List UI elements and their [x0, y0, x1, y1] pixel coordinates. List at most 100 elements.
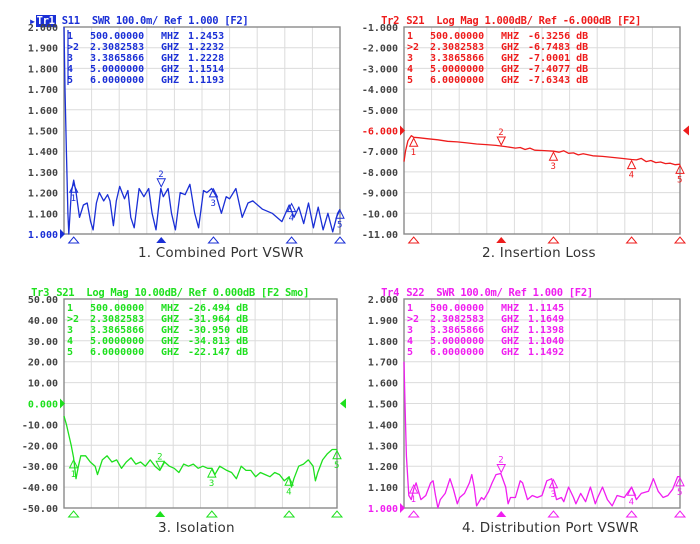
trace-settings: S21 Log Mag 10.00dB/ Ref 0.000dB [F2 Smo…	[50, 287, 310, 299]
marker-unit: GHZ	[161, 75, 179, 86]
chart-caption: 4. Distribution Port VSWR	[462, 520, 639, 536]
marker-id: 3	[67, 53, 73, 64]
y-tick-label: 1.700	[28, 85, 58, 96]
y-tick-label: -30.00	[22, 462, 58, 473]
y-tick-label: 1.000	[368, 504, 398, 515]
marker-unit: GHZ	[501, 64, 519, 75]
marker-point	[332, 449, 342, 460]
stimulus-marker-icon	[285, 236, 298, 244]
stimulus-marker-icon	[625, 510, 638, 518]
grid	[64, 299, 337, 508]
grid	[404, 27, 680, 234]
y-tick-label: -11.00	[362, 230, 398, 241]
marker-id: 1	[67, 31, 73, 42]
marker-frequency: 2.3082583	[430, 314, 484, 325]
marker-value: 1.1040	[528, 336, 564, 347]
stimulus-marker-icon	[333, 236, 347, 244]
marker-frequency: 6.0000000	[90, 75, 144, 86]
marker-unit: GHZ	[161, 64, 179, 75]
plot-svg: -1.000 -2.000 -3.000 -4.000 -5.000 -6.000 -7.0…	[362, 23, 689, 244]
y-tick-label: -20.00	[22, 441, 58, 452]
marker-unit: GHZ	[161, 336, 179, 347]
marker-unit: GHZ	[501, 347, 519, 358]
y-tick-label: 50.00	[28, 295, 58, 306]
stimulus-marker-active-icon	[155, 511, 166, 517]
trace-label[interactable]: Tr4	[381, 287, 400, 299]
y-tick-label: 1.900	[28, 44, 58, 55]
trace-line	[63, 415, 337, 488]
marker-unit: GHZ	[161, 314, 179, 325]
trace-header: Tr2 S21 Log Mag 1.000dB/ Ref -6.000dB [F…	[356, 3, 641, 39]
y-tick-label: -6.000	[362, 127, 398, 138]
marker-value: 1.1145	[528, 303, 564, 314]
marker-label: 2	[498, 128, 503, 138]
marker-frequency: 3.3865866	[90, 53, 144, 64]
y-tick-label: 2.000	[28, 23, 58, 34]
marker-frequency: 3.3865866	[90, 325, 144, 336]
chart-panel-insertion-loss: Tr2 S21 Log Mag 1.000dB/ Ref -6.000dB [F…	[350, 0, 700, 272]
stimulus-marker-icon	[205, 510, 218, 518]
marker-point	[496, 464, 507, 474]
marker-label: 5	[337, 220, 342, 230]
marker-point	[208, 187, 219, 198]
marker-unit: GHZ	[161, 347, 179, 358]
marker-label: 1	[71, 194, 76, 204]
marker-label: 4	[286, 487, 291, 497]
marker-point	[408, 483, 419, 494]
marker-unit: GHZ	[161, 42, 179, 53]
marker-frequency: 6.0000000	[430, 347, 484, 358]
stimulus-marker-active-icon	[496, 511, 507, 517]
grid	[64, 27, 340, 234]
marker-frequency: 3.3865866	[430, 53, 484, 64]
marker-frequency: 500.00000	[90, 31, 144, 42]
marker-frequency: 6.0000000	[90, 347, 144, 358]
y-tick-label: -2.000	[362, 44, 398, 55]
chart-caption: 1. Combined Port VSWR	[138, 245, 304, 261]
stimulus-marker-active-icon	[496, 237, 507, 243]
marker-unit: MHZ	[501, 31, 519, 42]
marker-value: 1.1514	[188, 64, 224, 75]
marker-value: -31.964 dB	[188, 314, 248, 325]
trace-label[interactable]: Tr3	[31, 287, 50, 299]
marker-unit: GHZ	[501, 336, 519, 347]
marker-point	[68, 458, 79, 469]
y-tick-label: 2.000	[368, 295, 398, 306]
stimulus-marker-icon	[407, 236, 420, 244]
ref-level-left-icon	[400, 503, 405, 513]
y-tick-label: -40.00	[22, 483, 58, 494]
marker-id: 4	[67, 64, 73, 75]
trace-label[interactable]: Tr2	[381, 15, 400, 27]
marker-frequency: 3.3865866	[430, 325, 484, 336]
y-tick-label: 1.400	[368, 420, 398, 431]
stimulus-marker-icon	[625, 236, 638, 244]
marker-unit: GHZ	[501, 314, 519, 325]
trace-settings: S22 SWR 100.0m/ Ref 1.000 [F2]	[400, 287, 593, 299]
marker-point	[675, 476, 685, 487]
trace-header: Tr3 S21 Log Mag 10.00dB/ Ref 0.000dB [F2…	[6, 275, 309, 311]
y-tick-label: 1.200	[28, 189, 58, 200]
stimulus-marker-active-icon	[156, 237, 167, 243]
marker-point	[675, 164, 685, 174]
marker-point	[68, 183, 79, 193]
marker-label: 4	[629, 497, 634, 507]
marker-label: 3	[210, 199, 215, 209]
marker-label: 3	[550, 162, 555, 172]
chart-caption: 2. Insertion Loss	[482, 245, 596, 261]
marker-id: 4	[407, 336, 413, 347]
ref-level-left-icon	[400, 125, 405, 136]
marker-frequency: 5.0000000	[430, 336, 484, 347]
marker-unit: GHZ	[501, 42, 519, 53]
y-tick-label: -1.000	[362, 23, 398, 34]
y-tick-label: -10.00	[362, 209, 398, 220]
marker-unit: MHZ	[501, 303, 519, 314]
marker-label: 3	[550, 490, 555, 500]
marker-table: 1 500.00000 MHZ 1.2453>2 2.3082583 GHZ 1.2232 …	[67, 30, 224, 86]
trace-label[interactable]: Tr1	[35, 15, 56, 27]
y-tick-label: -3.000	[362, 64, 398, 75]
y-tick-label: 1.300	[368, 441, 398, 452]
y-tick-label: 20.00	[28, 358, 58, 369]
marker-table: 1 500.00000 MHZ 1.1145>2 2.3082583 GHZ 1.1649 …	[407, 303, 564, 358]
y-tick-label: 1.400	[28, 147, 58, 158]
stimulus-marker-icon	[207, 236, 220, 244]
marker-frequency: 2.3082583	[430, 42, 484, 53]
